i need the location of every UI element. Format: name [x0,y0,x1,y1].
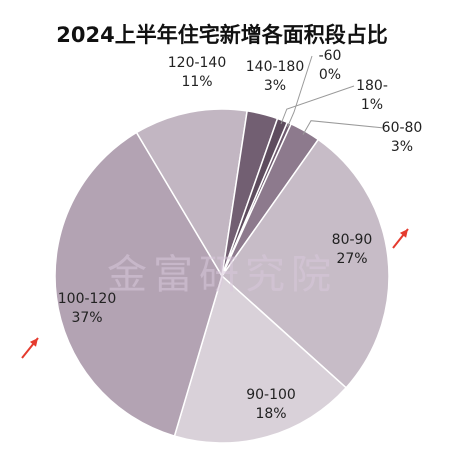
slice-percent-label: 0% [319,67,341,83]
slice-category-label: 80-90 [332,232,373,248]
slice-category-label: 90-100 [246,387,296,403]
slice-percent-label: 1% [361,97,383,113]
slice-category-label: 60-80 [382,120,423,136]
chart-title: 2024上半年住宅新增各面积段占比 [56,23,387,47]
slice-percent-label: 27% [336,251,367,267]
pie-slices [54,108,390,444]
slice-category-label: 140-180 [246,59,305,75]
leader-line [280,85,355,125]
slice-percent-label: 11% [181,74,212,90]
slice-category-label: 100-120 [58,291,117,307]
pie-slice-120-140 [135,108,248,279]
slice-percent-label: 18% [255,406,286,422]
pie-slice-80-90 [221,138,390,389]
slice-percent-label: 37% [71,310,102,326]
red-arrowhead-icon [399,229,408,238]
watermark: 金富研究院 [107,252,337,298]
pie-slice-100-120 [54,131,223,438]
red-arrowhead-icon [29,338,38,347]
pie-slice-90-100 [173,274,348,444]
slice-percent-label: 3% [391,139,413,155]
pie-labels: -60 0% 60-80 3% 80-90 27% 90-100 18% 100-120 37% 1… [58,48,423,422]
leader-line [287,55,313,127]
slice-category-label: 120-140 [168,55,227,71]
leader-line [302,120,385,135]
annotation-arrows [21,228,409,359]
slice-percent-label: 3% [264,78,286,94]
slice-category-label: 180- [356,78,388,94]
slice-category-label: -60 [319,48,342,64]
